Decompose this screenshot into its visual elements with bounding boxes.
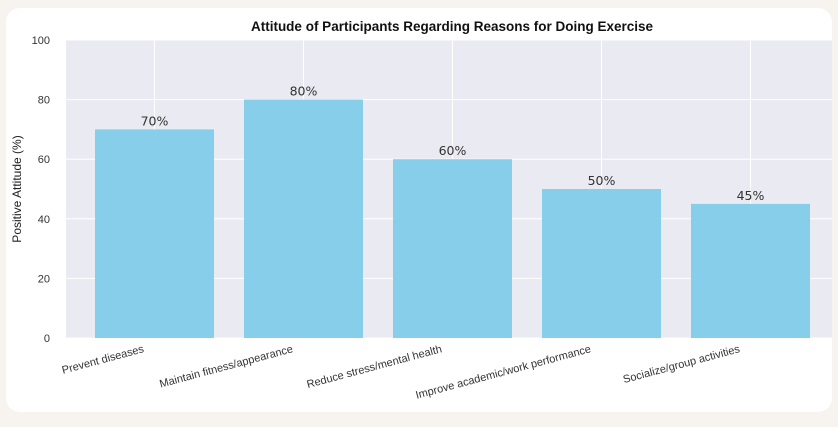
bar	[542, 189, 661, 338]
x-tick-label: Maintain fitness/appearance	[158, 343, 294, 390]
bar	[393, 159, 512, 338]
bar-chart: Attitude of Participants Regarding Reaso…	[10, 19, 832, 402]
y-tick-label: 60	[38, 154, 50, 166]
bar-value-label: 80%	[290, 84, 318, 99]
x-tick-label: Socialize/group activities	[622, 343, 742, 386]
x-tick-label: Reduce stress/mental health	[305, 343, 443, 391]
y-tick-label: 100	[32, 35, 50, 47]
bar	[691, 203, 810, 338]
y-tick-label: 80	[38, 95, 50, 107]
chart-card: Attitude of Participants Regarding Reaso…	[6, 8, 832, 412]
bar-value-label: 50%	[588, 173, 616, 188]
y-tick-label: 20	[38, 273, 50, 285]
data-labels: 70% 80% 60% 50% 45%	[141, 84, 765, 203]
y-axis-ticks: 0 20 40 60 80 100	[32, 35, 50, 345]
x-axis-labels: Prevent diseases Maintain fitness/appeara…	[61, 343, 742, 402]
bar-value-label: 60%	[439, 143, 467, 158]
bar-value-label: 45%	[737, 188, 765, 203]
chart-title: Attitude of Participants Regarding Reaso…	[251, 19, 654, 34]
bar-layer	[95, 99, 810, 338]
x-tick-label: Prevent diseases	[61, 343, 146, 377]
y-axis-title: Positive Attitude (%)	[10, 135, 24, 242]
y-tick-label: 40	[38, 214, 50, 226]
bar-value-label: 70%	[141, 113, 169, 128]
bar	[244, 99, 363, 338]
bar	[95, 129, 214, 338]
y-tick-label: 0	[44, 333, 50, 345]
